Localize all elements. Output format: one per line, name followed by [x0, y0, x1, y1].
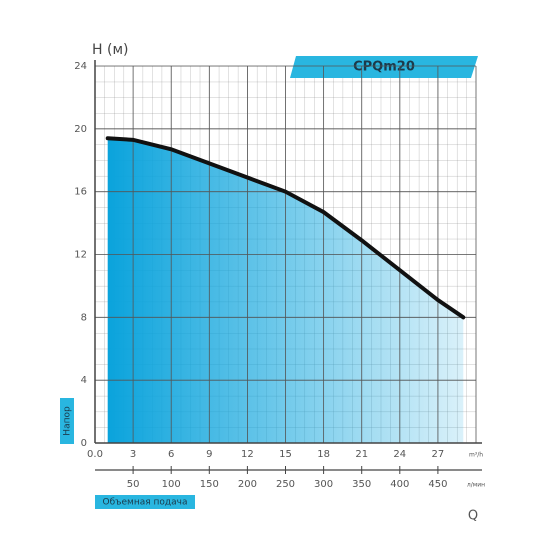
x-symbol: Q — [468, 509, 478, 524]
y-tick-label: 8 — [81, 312, 87, 323]
x-tick-label: 18 — [317, 449, 330, 460]
y-tick-label: 24 — [74, 61, 87, 72]
x2-tick-label: 400 — [390, 479, 409, 490]
x-tag-box — [95, 495, 195, 509]
x-tick-label: 15 — [279, 449, 292, 460]
x2-tick-label: 150 — [200, 479, 219, 490]
x2-tick-label: 100 — [162, 479, 181, 490]
x-tick-label: 27 — [432, 449, 445, 460]
y-tick-label: 20 — [74, 124, 87, 135]
x-axis-tag: Объемная подача — [103, 498, 188, 508]
x-tick-label: 24 — [393, 449, 406, 460]
y-axis-label: H (м) — [92, 42, 128, 58]
x-unit: m³/h — [469, 452, 483, 459]
x-tick-label: 6 — [168, 449, 174, 460]
x2-tick-label: 200 — [238, 479, 257, 490]
x2-tick-label: 450 — [428, 479, 447, 490]
x2-unit: л/мин — [467, 482, 485, 489]
x-tick-label: 0.0 — [87, 449, 103, 460]
x2-tick-label: 300 — [314, 479, 333, 490]
y-tick-label: 0 — [81, 438, 87, 449]
y-tick-label: 12 — [74, 250, 87, 261]
title-badge — [290, 56, 478, 78]
x-tick-label: 9 — [206, 449, 212, 460]
x2-tick-label: 350 — [352, 479, 371, 490]
x-tick-label: 21 — [355, 449, 368, 460]
x-tick-label: 3 — [130, 449, 136, 460]
chart-title: CPQm20 — [353, 60, 415, 75]
line — [105, 136, 466, 320]
x-tick-label: 12 — [241, 449, 254, 460]
x2-tick-label: 50 — [127, 479, 140, 490]
x2-tick-label: 250 — [276, 479, 295, 490]
y-axis-tag: Напор — [63, 406, 73, 436]
y-tag-box — [60, 398, 74, 444]
y-tick-label: 16 — [74, 187, 87, 198]
y-tick-label: 4 — [81, 375, 87, 386]
